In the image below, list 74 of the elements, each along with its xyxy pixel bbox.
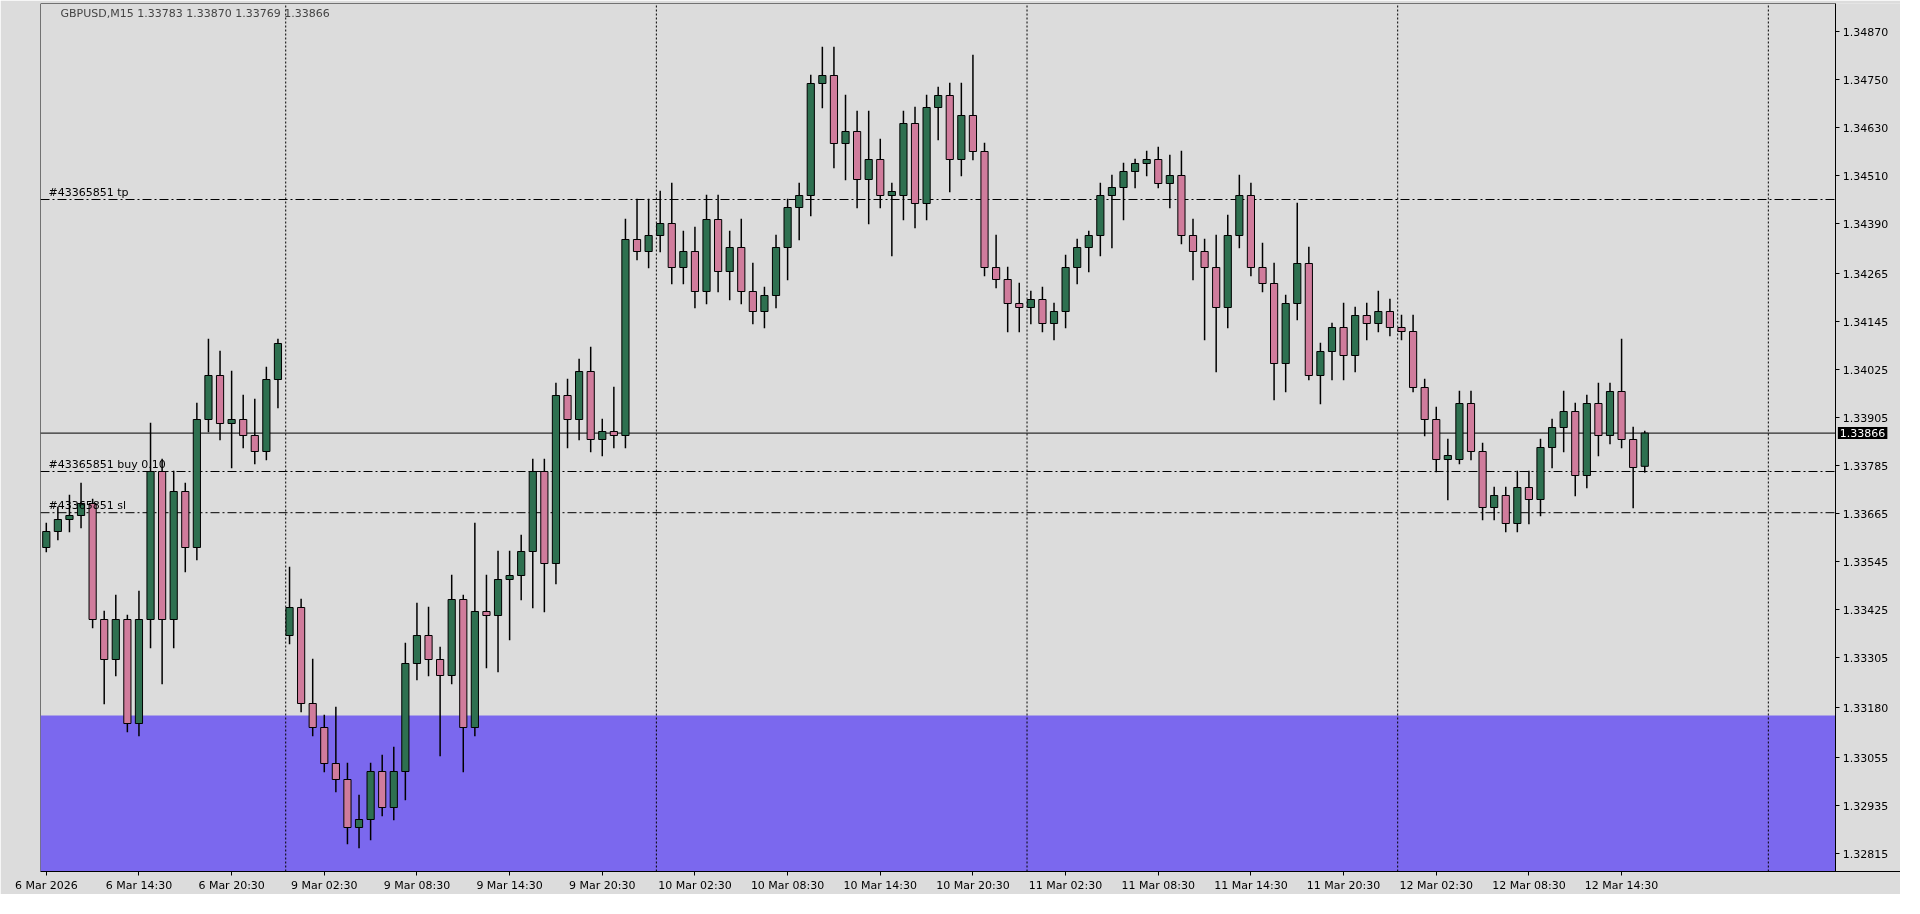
candlestick (1327, 322, 1337, 381)
y-tick-label: 1.34510 (1842, 169, 1889, 183)
y-tick-label: 1.33305 (1842, 651, 1889, 665)
x-tick-label: 12 Mar 02:30 (1399, 878, 1473, 892)
candlestick (1362, 302, 1371, 341)
x-tick-label: 11 Mar 14:30 (1214, 878, 1288, 892)
candlestick (1049, 302, 1059, 341)
candlestick (424, 606, 433, 677)
candlestick (725, 230, 734, 301)
candlestick (517, 534, 526, 601)
y-tick-label: 1.34025 (1842, 363, 1889, 377)
y-tick-label: 1.34265 (1842, 267, 1889, 281)
candlestick (1188, 218, 1198, 281)
candlestick (505, 550, 514, 641)
x-tick-label: 10 Mar 02:30 (658, 878, 732, 892)
candlestick (1073, 238, 1082, 285)
x-tick-label: 10 Mar 20:30 (936, 878, 1010, 892)
x-tick-label: 12 Mar 14:30 (1584, 878, 1659, 892)
x-tick-label: 6 Mar 20:30 (198, 878, 265, 892)
candlestick (354, 794, 364, 849)
candlestick (760, 286, 769, 329)
candlestick (1200, 238, 1209, 341)
y-tick-label: 1.34750 (1842, 73, 1889, 87)
x-tick-label: 10 Mar 14:30 (843, 878, 917, 892)
candlestick (1443, 438, 1452, 501)
candlestick (331, 706, 340, 793)
y-tick-label: 1.34390 (1842, 217, 1889, 231)
candlestick (818, 46, 827, 109)
y-tick-label: 1.33785 (1842, 459, 1889, 473)
y-tick-label: 1.34630 (1842, 121, 1889, 135)
candlestick (1015, 282, 1024, 333)
candlestick (992, 234, 1001, 289)
candlestick (1258, 242, 1267, 293)
y-tick-label: 1.33545 (1842, 555, 1889, 569)
x-tick-label: 6 Mar 2026 (14, 878, 78, 892)
x-tick-label: 9 Mar 02:30 (291, 878, 358, 892)
x-tick-label: 6 Mar 14:30 (105, 878, 173, 892)
x-tick-label: 10 Mar 08:30 (750, 878, 825, 892)
candlestick (1385, 298, 1395, 337)
x-tick-label: 9 Mar 14:30 (476, 878, 543, 892)
candlestick (841, 94, 850, 181)
chart-title: GBPUSD,M15 1.33783 1.33870 1.33769 1.33866 (60, 6, 330, 20)
y-tick-label: 1.32935 (1842, 799, 1889, 813)
candlestick (934, 86, 943, 141)
candlestick (1038, 286, 1047, 333)
candlestick (1131, 158, 1140, 189)
y-tick-label: 1.33905 (1842, 411, 1889, 425)
candlestick (748, 262, 757, 325)
candlestick (679, 230, 688, 285)
x-tick-label: 9 Mar 20:30 (569, 878, 636, 892)
candlestick (1084, 230, 1093, 273)
candlestick (308, 658, 317, 737)
ref-line-label: #43365851 tp (48, 185, 129, 199)
candlestick (436, 646, 445, 757)
candlestick (1374, 290, 1383, 333)
candlestick (42, 522, 51, 553)
candlestick (1142, 150, 1151, 177)
x-tick-label: 11 Mar 08:30 (1121, 878, 1195, 892)
x-tick-label: 12 Mar 08:30 (1492, 878, 1566, 892)
x-tick-label: 9 Mar 08:30 (383, 878, 451, 892)
candlestick (1316, 342, 1325, 405)
y-tick-label: 1.33055 (1842, 751, 1889, 765)
x-tick-label: 11 Mar 20:30 (1306, 878, 1381, 892)
y-tick-label: 1.33180 (1842, 701, 1889, 715)
candlestick (1154, 146, 1163, 189)
y-tick-label: 1.34870 (1842, 25, 1889, 39)
y-tick-label: 1.33425 (1842, 603, 1889, 617)
y-tick-label: 1.32815 (1842, 847, 1889, 861)
candlestick (1003, 266, 1012, 333)
y-tick-label: 1.33665 (1842, 507, 1889, 521)
y-tick-label: 1.34145 (1842, 315, 1889, 329)
x-tick-label: 11 Mar 02:30 (1028, 878, 1103, 892)
candlestick (482, 574, 491, 669)
ref-line-label: 1.33866 (1839, 427, 1886, 441)
